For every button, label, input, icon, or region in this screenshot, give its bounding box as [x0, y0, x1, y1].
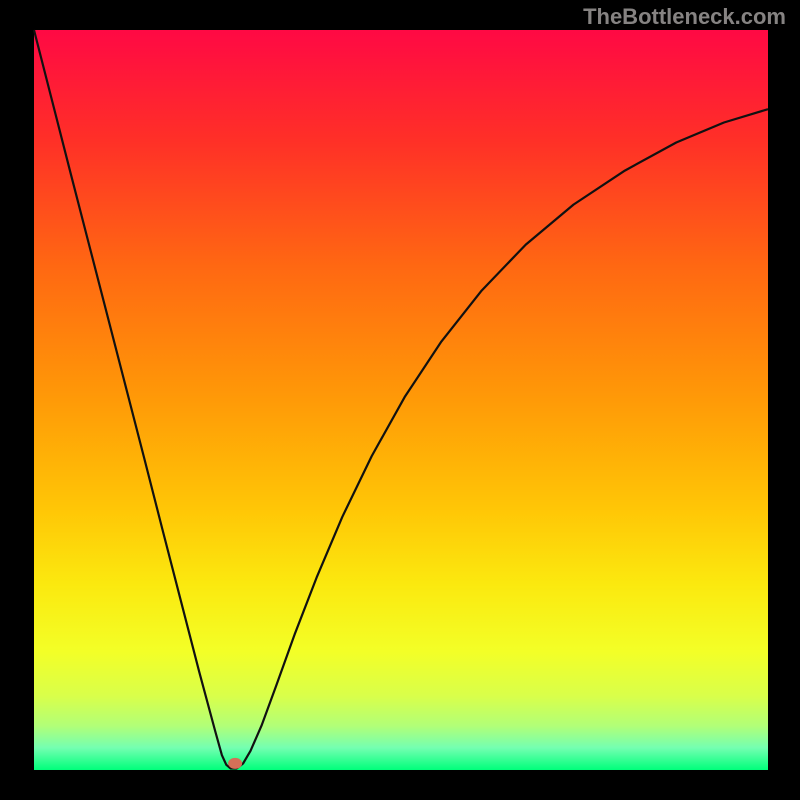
bottleneck-curve: [34, 30, 768, 769]
minimum-marker: [228, 758, 242, 769]
chart-canvas: TheBottleneck.com: [0, 0, 800, 800]
curve-layer: [0, 0, 800, 800]
watermark-text: TheBottleneck.com: [583, 4, 786, 30]
